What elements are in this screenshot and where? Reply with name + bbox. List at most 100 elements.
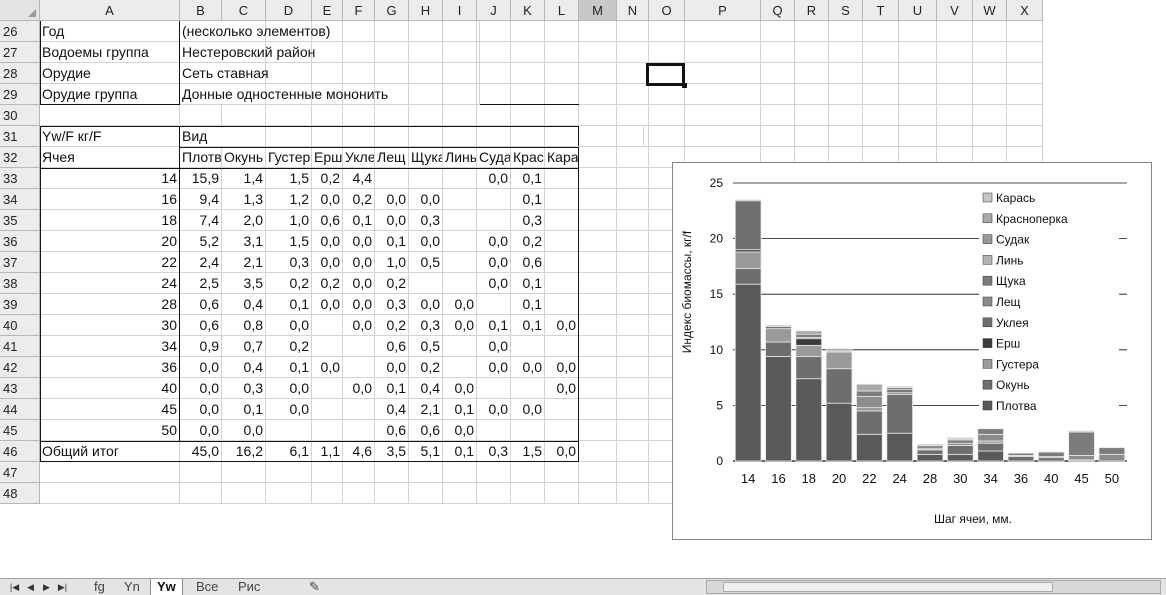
cell-n32[interactable] [617, 147, 649, 168]
cell-v27[interactable] [937, 42, 973, 63]
cell-w26[interactable] [973, 21, 1007, 42]
cell-x27[interactable] [1007, 42, 1043, 63]
cell-j42[interactable]: 0,0 [477, 357, 511, 378]
cell-r27[interactable] [795, 42, 829, 63]
cell-f41[interactable] [343, 336, 375, 357]
cell-d44[interactable]: 0,0 [266, 399, 312, 420]
cell-k35[interactable]: 0,3 [511, 210, 545, 231]
cell-a40[interactable]: 30 [40, 315, 180, 336]
cell-t30[interactable] [863, 105, 899, 126]
cell-i35[interactable] [443, 210, 477, 231]
cell-e48[interactable] [312, 483, 343, 504]
cell-k37[interactable]: 0,6 [511, 252, 545, 273]
cell-b28[interactable]: Сеть ставная [180, 63, 480, 84]
cell-f30[interactable] [343, 105, 375, 126]
column-header-a[interactable]: A [40, 0, 180, 21]
cell-w31[interactable] [973, 126, 1007, 147]
cell-l46[interactable]: 0,0 [545, 441, 579, 462]
cell-k48[interactable] [511, 483, 545, 504]
cell-i42[interactable] [443, 357, 477, 378]
cell-b37[interactable]: 2,4 [180, 252, 222, 273]
column-header-d[interactable]: D [266, 0, 312, 21]
column-header-q[interactable]: Q [761, 0, 795, 21]
row-header-33[interactable]: 33 [0, 168, 40, 189]
cell-h33[interactable] [409, 168, 443, 189]
cell-p27[interactable] [685, 42, 761, 63]
cell-e39[interactable]: 0,0 [312, 294, 343, 315]
cell-a44[interactable]: 45 [40, 399, 180, 420]
cell-f43[interactable]: 0,0 [343, 378, 375, 399]
cell-p29[interactable] [685, 84, 761, 105]
cell-n34[interactable] [617, 189, 649, 210]
cell-j34[interactable] [477, 189, 511, 210]
cell-g48[interactable] [375, 483, 409, 504]
cell-l27[interactable] [545, 42, 579, 63]
cell-q27[interactable] [761, 42, 795, 63]
cell-a36[interactable]: 20 [40, 231, 180, 252]
cell-l32[interactable]: Карась [545, 147, 579, 168]
cell-x30[interactable] [1007, 105, 1043, 126]
cell-a35[interactable]: 18 [40, 210, 180, 231]
sheet-tab-3[interactable]: Все [196, 579, 219, 594]
cell-g32[interactable]: Лещ [375, 147, 409, 168]
cell-b40[interactable]: 0,6 [180, 315, 222, 336]
cell-m44[interactable] [579, 399, 617, 420]
cell-n43[interactable] [617, 378, 649, 399]
cell-a33[interactable]: 14 [40, 168, 180, 189]
cell-c42[interactable]: 0,4 [222, 357, 266, 378]
cell-l33[interactable] [545, 168, 579, 189]
cell-b29[interactable]: Донные одностенные мононить [180, 84, 480, 105]
cell-h35[interactable]: 0,3 [409, 210, 443, 231]
cell-f46[interactable]: 4,6 [343, 441, 375, 462]
row-header-43[interactable]: 43 [0, 378, 40, 399]
cell-j35[interactable] [477, 210, 511, 231]
sheet-tab-2[interactable]: Yw [150, 579, 183, 595]
cell-a42[interactable]: 36 [40, 357, 180, 378]
cell-a32[interactable]: Ячея [40, 147, 180, 168]
cell-k42[interactable]: 0,0 [511, 357, 545, 378]
cell-a41[interactable]: 34 [40, 336, 180, 357]
cell-j41[interactable]: 0,0 [477, 336, 511, 357]
cell-e43[interactable] [312, 378, 343, 399]
cell-p31[interactable] [685, 126, 761, 147]
cell-a45[interactable]: 50 [40, 420, 180, 441]
cell-f33[interactable]: 4,4 [343, 168, 375, 189]
row-header-40[interactable]: 40 [0, 315, 40, 336]
cell-n47[interactable] [617, 462, 649, 483]
cell-j33[interactable]: 0,0 [477, 168, 511, 189]
cell-a37[interactable]: 22 [40, 252, 180, 273]
cell-e32[interactable]: Ерш [312, 147, 343, 168]
cell-c45[interactable]: 0,0 [222, 420, 266, 441]
cell-h38[interactable] [409, 273, 443, 294]
cell-i37[interactable] [443, 252, 477, 273]
cell-c43[interactable]: 0,3 [222, 378, 266, 399]
cell-k47[interactable] [511, 462, 545, 483]
cell-e35[interactable]: 0,6 [312, 210, 343, 231]
column-header-h[interactable]: H [409, 0, 443, 21]
cell-b31[interactable]: Вид [180, 126, 644, 147]
column-header-p[interactable]: P [685, 0, 761, 21]
active-cell-cursor[interactable] [646, 63, 687, 88]
cell-d47[interactable] [266, 462, 312, 483]
cell-j43[interactable] [477, 378, 511, 399]
cell-f44[interactable] [343, 399, 375, 420]
cell-o31[interactable] [649, 126, 685, 147]
cell-h40[interactable]: 0,3 [409, 315, 443, 336]
cell-j40[interactable]: 0,1 [477, 315, 511, 336]
horizontal-scrollbar[interactable] [706, 580, 1161, 594]
cell-e34[interactable]: 0,0 [312, 189, 343, 210]
cell-m33[interactable] [579, 168, 617, 189]
cell-m39[interactable] [579, 294, 617, 315]
cell-i41[interactable] [443, 336, 477, 357]
cell-t26[interactable] [863, 21, 899, 42]
cell-n40[interactable] [617, 315, 649, 336]
cell-u28[interactable] [899, 63, 937, 84]
next-sheet-icon[interactable]: ▶ [43, 582, 50, 592]
cell-a46[interactable]: Общий итог [40, 441, 180, 462]
row-header-41[interactable]: 41 [0, 336, 40, 357]
cell-m40[interactable] [579, 315, 617, 336]
cell-l48[interactable] [545, 483, 579, 504]
column-header-b[interactable]: B [180, 0, 222, 21]
cell-x29[interactable] [1007, 84, 1043, 105]
cell-h47[interactable] [409, 462, 443, 483]
